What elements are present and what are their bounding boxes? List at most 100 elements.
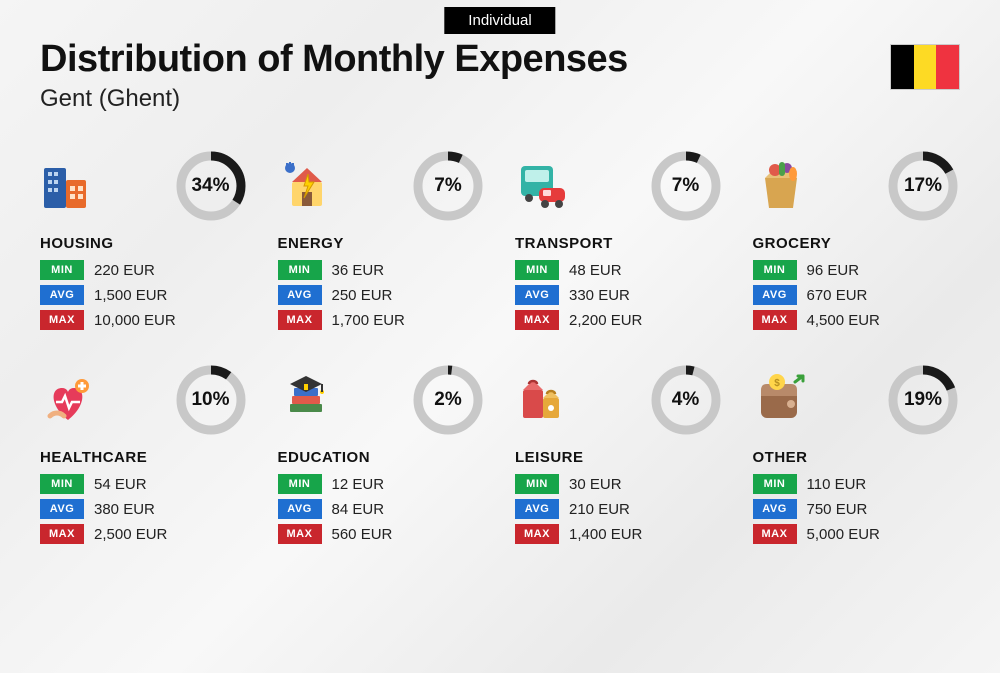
avg-badge: AVG bbox=[753, 285, 797, 305]
max-row: MAX 5,000 EUR bbox=[753, 524, 961, 544]
avg-value: 250 EUR bbox=[332, 287, 393, 304]
max-row: MAX 1,700 EUR bbox=[278, 310, 486, 330]
page-title: Distribution of Monthly Expenses bbox=[40, 38, 628, 81]
avg-row: AVG 750 EUR bbox=[753, 499, 961, 519]
max-row: MAX 2,200 EUR bbox=[515, 310, 723, 330]
max-value: 1,700 EUR bbox=[332, 312, 405, 329]
min-value: 12 EUR bbox=[332, 476, 385, 493]
min-badge: MIN bbox=[278, 474, 322, 494]
percent-label: 17% bbox=[886, 149, 960, 223]
min-badge: MIN bbox=[40, 260, 84, 280]
percent-ring: 4% bbox=[649, 363, 723, 437]
max-value: 4,500 EUR bbox=[807, 312, 880, 329]
avg-value: 84 EUR bbox=[332, 501, 385, 518]
percent-label: 7% bbox=[411, 149, 485, 223]
min-badge: MIN bbox=[278, 260, 322, 280]
avg-row: AVG 210 EUR bbox=[515, 499, 723, 519]
healthcare-icon bbox=[40, 372, 96, 428]
min-row: MIN 36 EUR bbox=[278, 260, 486, 280]
max-badge: MAX bbox=[753, 310, 797, 330]
min-badge: MIN bbox=[515, 474, 559, 494]
avg-badge: AVG bbox=[515, 499, 559, 519]
min-row: MIN 30 EUR bbox=[515, 474, 723, 494]
min-row: MIN 54 EUR bbox=[40, 474, 248, 494]
max-badge: MAX bbox=[515, 310, 559, 330]
max-value: 5,000 EUR bbox=[807, 526, 880, 543]
max-value: 10,000 EUR bbox=[94, 312, 176, 329]
expense-card: 7% TRANSPORT MIN 48 EUR AVG 330 EUR MAX … bbox=[515, 149, 723, 335]
max-row: MAX 4,500 EUR bbox=[753, 310, 961, 330]
min-value: 54 EUR bbox=[94, 476, 147, 493]
svg-text:$: $ bbox=[774, 378, 780, 389]
avg-value: 330 EUR bbox=[569, 287, 630, 304]
category-name: EDUCATION bbox=[278, 449, 486, 466]
category-name: ENERGY bbox=[278, 235, 486, 252]
expense-card: 2% EDUCATION MIN 12 EUR AVG 84 EUR MAX 5… bbox=[278, 363, 486, 549]
percent-ring: 7% bbox=[411, 149, 485, 223]
max-row: MAX 560 EUR bbox=[278, 524, 486, 544]
avg-row: AVG 84 EUR bbox=[278, 499, 486, 519]
max-value: 1,400 EUR bbox=[569, 526, 642, 543]
avg-badge: AVG bbox=[515, 285, 559, 305]
avg-badge: AVG bbox=[753, 499, 797, 519]
category-name: TRANSPORT bbox=[515, 235, 723, 252]
education-icon bbox=[278, 372, 334, 428]
avg-value: 750 EUR bbox=[807, 501, 868, 518]
flag-stripe-2 bbox=[914, 45, 937, 89]
percent-ring: 34% bbox=[174, 149, 248, 223]
min-value: 96 EUR bbox=[807, 262, 860, 279]
max-badge: MAX bbox=[515, 524, 559, 544]
min-row: MIN 48 EUR bbox=[515, 260, 723, 280]
avg-row: AVG 1,500 EUR bbox=[40, 285, 248, 305]
max-badge: MAX bbox=[40, 524, 84, 544]
category-name: OTHER bbox=[753, 449, 961, 466]
transport-icon bbox=[515, 158, 571, 214]
header: Distribution of Monthly Expenses Gent (G… bbox=[40, 38, 960, 113]
avg-row: AVG 380 EUR bbox=[40, 499, 248, 519]
avg-value: 380 EUR bbox=[94, 501, 155, 518]
leisure-icon bbox=[515, 372, 571, 428]
expense-card: $ 19% OTHER MIN 110 EUR AVG 750 EUR MAX … bbox=[753, 363, 961, 549]
max-value: 560 EUR bbox=[332, 526, 393, 543]
avg-badge: AVG bbox=[40, 499, 84, 519]
percent-ring: 19% bbox=[886, 363, 960, 437]
percent-label: 10% bbox=[174, 363, 248, 437]
expense-card: 10% HEALTHCARE MIN 54 EUR AVG 380 EUR MA… bbox=[40, 363, 248, 549]
housing-icon bbox=[40, 158, 96, 214]
expense-card: 17% GROCERY MIN 96 EUR AVG 670 EUR MAX 4… bbox=[753, 149, 961, 335]
max-row: MAX 10,000 EUR bbox=[40, 310, 248, 330]
other-icon: $ bbox=[753, 372, 809, 428]
max-badge: MAX bbox=[40, 310, 84, 330]
avg-value: 670 EUR bbox=[807, 287, 868, 304]
avg-row: AVG 250 EUR bbox=[278, 285, 486, 305]
percent-label: 4% bbox=[649, 363, 723, 437]
min-value: 110 EUR bbox=[807, 476, 867, 493]
avg-row: AVG 330 EUR bbox=[515, 285, 723, 305]
country-flag bbox=[890, 44, 960, 90]
min-row: MIN 220 EUR bbox=[40, 260, 248, 280]
avg-badge: AVG bbox=[278, 285, 322, 305]
avg-value: 210 EUR bbox=[569, 501, 630, 518]
category-name: GROCERY bbox=[753, 235, 961, 252]
flag-stripe-1 bbox=[891, 45, 914, 89]
avg-badge: AVG bbox=[40, 285, 84, 305]
min-row: MIN 110 EUR bbox=[753, 474, 961, 494]
avg-value: 1,500 EUR bbox=[94, 287, 167, 304]
min-row: MIN 96 EUR bbox=[753, 260, 961, 280]
percent-label: 7% bbox=[649, 149, 723, 223]
max-row: MAX 1,400 EUR bbox=[515, 524, 723, 544]
max-value: 2,200 EUR bbox=[569, 312, 642, 329]
expense-card: 34% HOUSING MIN 220 EUR AVG 1,500 EUR MA… bbox=[40, 149, 248, 335]
percent-ring: 10% bbox=[174, 363, 248, 437]
max-value: 2,500 EUR bbox=[94, 526, 167, 543]
avg-badge: AVG bbox=[278, 499, 322, 519]
max-badge: MAX bbox=[753, 524, 797, 544]
category-name: HEALTHCARE bbox=[40, 449, 248, 466]
percent-label: 34% bbox=[174, 149, 248, 223]
max-row: MAX 2,500 EUR bbox=[40, 524, 248, 544]
expense-card: 4% LEISURE MIN 30 EUR AVG 210 EUR MAX 1,… bbox=[515, 363, 723, 549]
min-value: 30 EUR bbox=[569, 476, 622, 493]
expenses-grid: 34% HOUSING MIN 220 EUR AVG 1,500 EUR MA… bbox=[40, 149, 960, 549]
category-name: LEISURE bbox=[515, 449, 723, 466]
min-badge: MIN bbox=[753, 260, 797, 280]
